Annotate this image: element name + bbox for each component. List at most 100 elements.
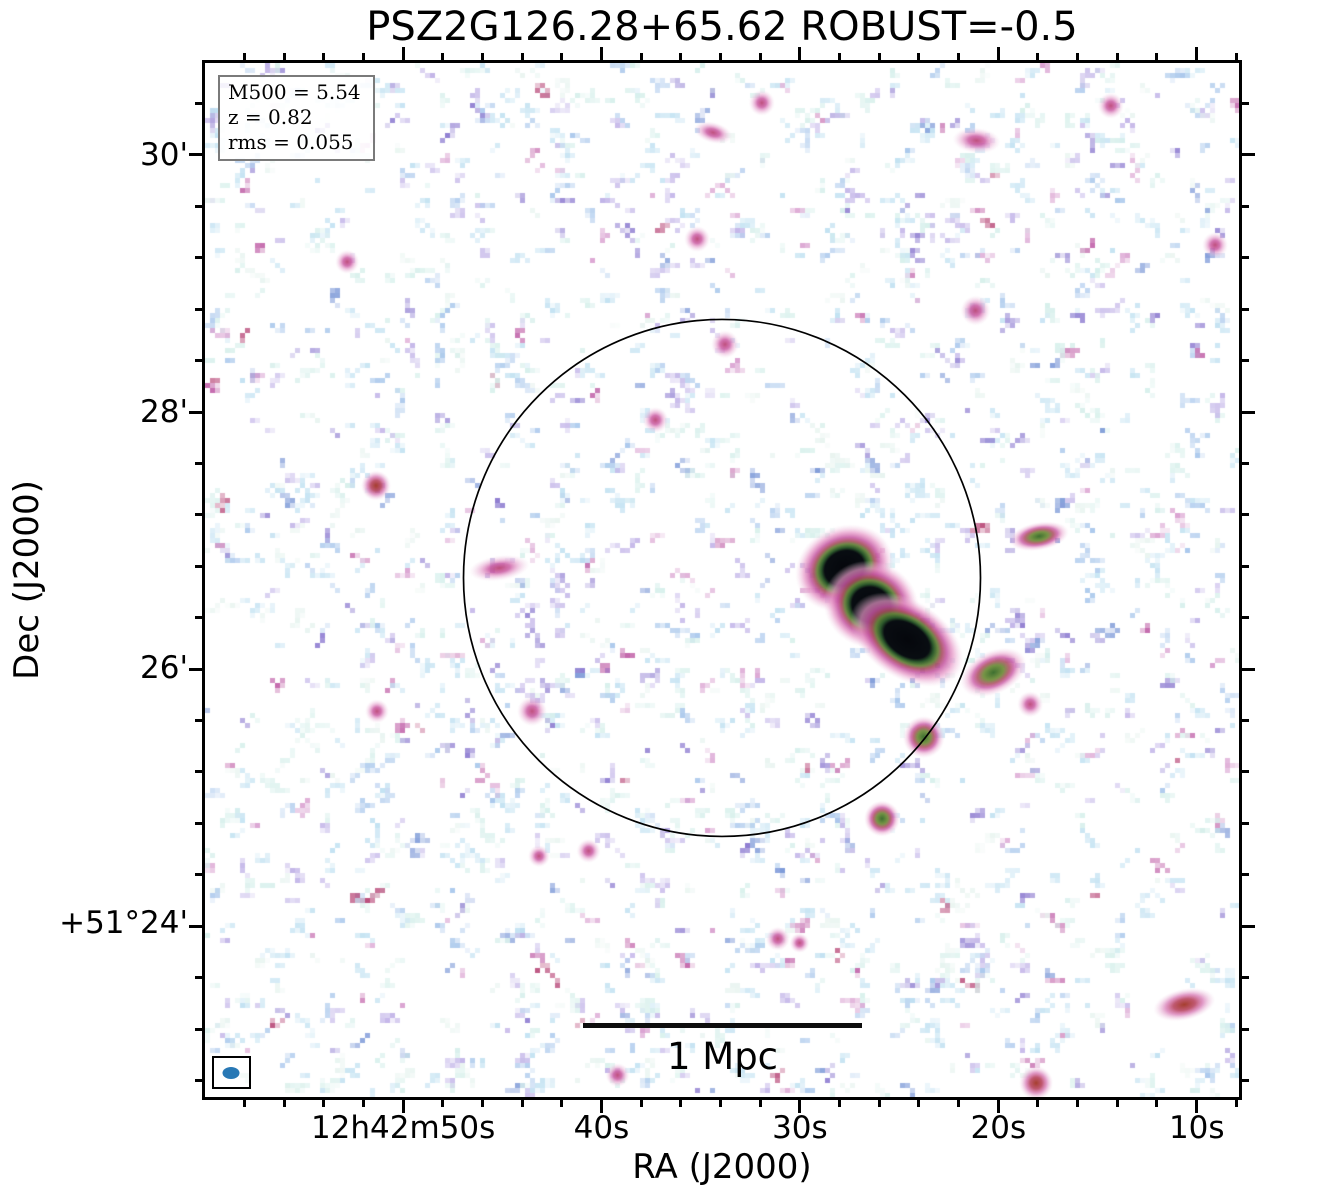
y-major-tick-right — [1242, 924, 1255, 928]
x-minor-tick-top — [282, 53, 286, 60]
y-tick-label: +51°24' — [59, 904, 188, 941]
info-box: M500 = 5.54 z = 0.82 rms = 0.055 — [218, 75, 375, 162]
y-minor-tick-right — [1242, 102, 1249, 106]
plot-area: M500 = 5.54 z = 0.82 rms = 0.055 1 Mpc — [202, 60, 1242, 1100]
y-major-tick-right — [1242, 667, 1255, 671]
x-tick-label: 40s — [573, 1110, 630, 1146]
x-minor-tick — [1036, 1100, 1040, 1107]
sky-map-canvas — [205, 63, 1239, 1097]
y-minor-tick-right — [1242, 1027, 1249, 1031]
x-major-tick — [798, 1100, 802, 1113]
x-tick-label: 30s — [772, 1110, 828, 1146]
y-minor-tick — [195, 564, 202, 568]
x-major-tick-top — [1194, 47, 1198, 60]
y-minor-tick-right — [1242, 616, 1249, 620]
x-minor-tick-top — [480, 53, 484, 60]
x-minor-tick — [679, 1100, 683, 1107]
y-tick-label: 30' — [140, 136, 188, 173]
x-tick-label: 12h42m50s — [310, 1110, 496, 1146]
y-tick-label: 26' — [140, 649, 188, 686]
x-minor-tick-top — [718, 53, 722, 60]
x-minor-tick-top — [361, 53, 365, 60]
x-minor-tick — [480, 1100, 484, 1107]
y-minor-tick-right — [1242, 770, 1249, 774]
x-minor-tick-top — [956, 53, 960, 60]
x-major-tick — [401, 1100, 405, 1113]
x-minor-tick-top — [1234, 53, 1238, 60]
x-minor-tick — [718, 1100, 722, 1107]
x-minor-tick-top — [917, 53, 921, 60]
y-major-tick — [189, 924, 202, 928]
x-minor-tick-top — [1155, 53, 1159, 60]
x-minor-tick-top — [639, 53, 643, 60]
y-minor-tick — [195, 513, 202, 517]
info-box-redshift: z = 0.82 — [228, 104, 313, 129]
info-box-m500: M500 = 5.54 — [228, 80, 361, 104]
x-minor-tick — [242, 1100, 246, 1107]
info-box-rms: rms = 0.055 — [228, 129, 354, 154]
y-minor-tick — [195, 821, 202, 825]
y-major-tick-right — [1242, 410, 1255, 414]
x-minor-tick-top — [877, 53, 881, 60]
y-minor-tick — [195, 204, 202, 208]
scale-bar — [582, 1022, 863, 1028]
plot-title: PSZ2G126.28+65.62 ROBUST=-0.5 — [366, 4, 1078, 50]
x-major-tick — [996, 1100, 1000, 1113]
x-minor-tick-top — [441, 53, 445, 60]
y-minor-tick — [195, 359, 202, 363]
y-minor-tick — [195, 976, 202, 980]
x-minor-tick-top — [560, 53, 564, 60]
y-minor-tick-right — [1242, 256, 1249, 260]
y-minor-tick-right — [1242, 1078, 1249, 1082]
y-minor-tick — [195, 1027, 202, 1031]
x-minor-tick — [441, 1100, 445, 1107]
x-minor-tick — [956, 1100, 960, 1107]
x-tick-label: 20s — [970, 1110, 1027, 1146]
x-minor-tick — [560, 1100, 564, 1107]
y-minor-tick-right — [1242, 719, 1249, 723]
x-minor-tick-top — [1075, 53, 1079, 60]
x-major-tick — [599, 1100, 603, 1113]
y-minor-tick-right — [1242, 564, 1249, 568]
x-minor-tick — [1115, 1100, 1119, 1107]
x-minor-tick — [520, 1100, 524, 1107]
x-minor-tick-top — [679, 53, 683, 60]
x-major-tick-top — [996, 47, 1000, 60]
y-minor-tick — [195, 719, 202, 723]
y-tick-label: 28' — [140, 394, 188, 431]
beam-box — [211, 1056, 251, 1090]
x-major-tick — [1194, 1100, 1198, 1113]
y-minor-tick — [195, 873, 202, 877]
y-minor-tick-right — [1242, 307, 1249, 311]
x-minor-tick-top — [1115, 53, 1119, 60]
y-minor-tick — [195, 616, 202, 620]
y-minor-tick — [195, 461, 202, 465]
x-minor-tick-top — [1036, 53, 1040, 60]
y-minor-tick — [195, 256, 202, 260]
y-minor-tick-right — [1242, 513, 1249, 517]
y-minor-tick-right — [1242, 359, 1249, 363]
y-minor-tick-right — [1242, 821, 1249, 825]
y-major-tick — [189, 153, 202, 157]
x-minor-tick — [282, 1100, 286, 1107]
x-minor-tick — [877, 1100, 881, 1107]
x-minor-tick — [758, 1100, 762, 1107]
x-minor-tick — [1234, 1100, 1238, 1107]
x-minor-tick — [837, 1100, 841, 1107]
x-minor-tick-top — [520, 53, 524, 60]
x-minor-tick-top — [758, 53, 762, 60]
x-minor-tick — [639, 1100, 643, 1107]
scale-bar-label: 1 Mpc — [666, 1035, 779, 1079]
y-minor-tick — [195, 770, 202, 774]
x-minor-tick — [1075, 1100, 1079, 1107]
y-minor-tick-right — [1242, 873, 1249, 877]
x-minor-tick — [322, 1100, 326, 1107]
x-minor-tick — [361, 1100, 365, 1107]
x-major-tick-top — [798, 47, 802, 60]
y-minor-tick — [195, 102, 202, 106]
y-minor-tick — [195, 1078, 202, 1082]
y-minor-tick — [195, 307, 202, 311]
x-major-tick-top — [599, 47, 603, 60]
y-minor-tick-right — [1242, 204, 1249, 208]
